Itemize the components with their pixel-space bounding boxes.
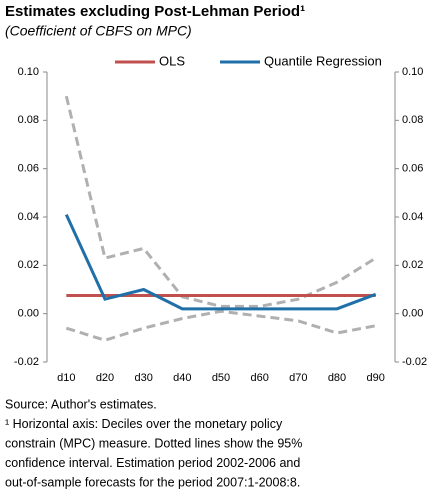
x-tick-label: d30 xyxy=(134,372,152,384)
series-line xyxy=(64,95,377,308)
x-tick-label: d60 xyxy=(250,372,268,384)
y-tick-label: 0.00 xyxy=(18,308,39,320)
note: constrain (MPC) measure. Dotted lines sh… xyxy=(5,436,302,450)
note: ¹ Horizontal axis: Deciles over the mone… xyxy=(5,417,283,431)
y-tick-label: 0.04 xyxy=(18,211,39,223)
note: Source: Author's estimates. xyxy=(5,397,157,411)
y2-tick-label: 0.10 xyxy=(402,66,423,78)
y-tick-label: 0.08 xyxy=(18,114,39,126)
y2-tick-label: 0.08 xyxy=(402,114,423,126)
chart-title: Estimates excluding Post-Lehman Period¹ xyxy=(5,3,305,20)
series-line xyxy=(64,213,377,311)
x-tick-label: d90 xyxy=(366,372,384,384)
y-tick-label: 0.06 xyxy=(18,163,39,175)
legend-label: OLS xyxy=(159,53,185,68)
x-tick-label: d20 xyxy=(96,372,114,384)
y2-tick-label: 0.04 xyxy=(402,211,423,223)
y-tick-label: 0.02 xyxy=(18,259,39,271)
chart-subtitle: (Coefficient of CBFS on MPC) xyxy=(5,23,192,39)
x-tick-label: d50 xyxy=(212,372,230,384)
x-tick-label: d40 xyxy=(173,372,191,384)
note: confidence interval. Estimation period 2… xyxy=(5,456,300,470)
y2-tick-label: -0.02 xyxy=(402,356,427,368)
x-tick-label: d10 xyxy=(57,372,75,384)
note: out-of-sample forecasts for the period 2… xyxy=(5,475,300,489)
y2-tick-label: 0.00 xyxy=(402,308,423,320)
y-tick-label: -0.02 xyxy=(14,356,39,368)
legend-label: Quantile Regression xyxy=(264,53,382,68)
y-tick-label: 0.10 xyxy=(18,66,39,78)
x-tick-label: d80 xyxy=(328,372,346,384)
series-line xyxy=(65,309,376,342)
y2-tick-label: 0.06 xyxy=(402,163,423,175)
x-tick-label: d70 xyxy=(289,372,307,384)
y2-tick-label: 0.02 xyxy=(402,259,423,271)
